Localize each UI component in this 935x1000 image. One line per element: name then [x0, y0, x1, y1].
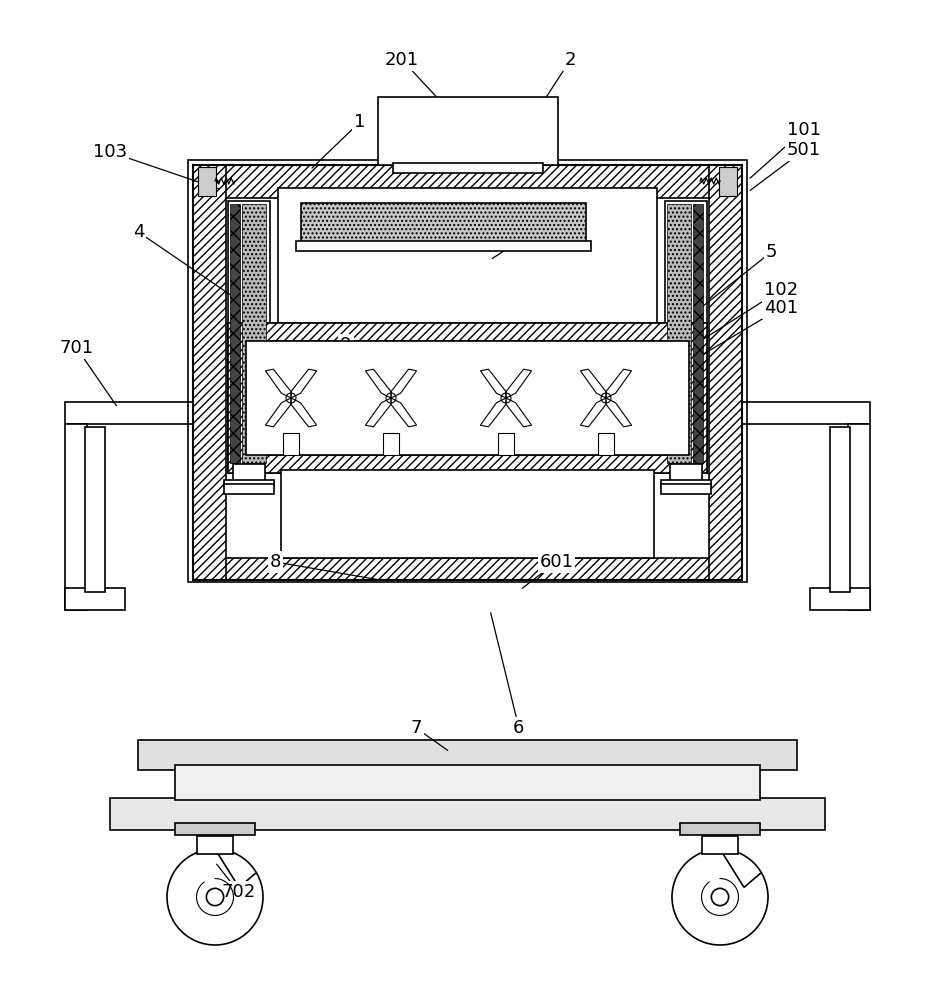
Bar — [393, 163, 543, 173]
Text: 201: 201 — [385, 51, 419, 69]
Bar — [188, 160, 747, 582]
Bar — [138, 740, 797, 770]
Bar — [65, 424, 87, 610]
Bar — [719, 167, 737, 196]
Text: 103: 103 — [94, 143, 127, 161]
Bar — [742, 402, 870, 424]
Bar — [228, 201, 270, 466]
Bar — [278, 188, 657, 408]
Bar — [301, 203, 586, 243]
Bar — [175, 823, 255, 835]
Bar — [810, 588, 870, 610]
Bar — [65, 588, 125, 610]
Bar — [281, 470, 654, 558]
Bar — [193, 558, 742, 580]
Bar — [665, 201, 707, 466]
Bar — [193, 165, 226, 580]
Text: 2: 2 — [565, 51, 576, 69]
Bar — [830, 427, 850, 592]
Bar — [242, 204, 266, 463]
Bar — [680, 823, 760, 835]
Text: 6: 6 — [513, 719, 525, 737]
Bar — [661, 484, 711, 494]
Bar — [702, 836, 738, 854]
Bar — [378, 97, 558, 165]
Bar — [110, 798, 825, 830]
Text: 5: 5 — [766, 243, 777, 261]
Text: 7: 7 — [410, 719, 422, 737]
Bar — [230, 204, 240, 463]
Text: 9: 9 — [340, 336, 352, 354]
Bar — [670, 464, 702, 482]
Text: 501: 501 — [787, 141, 821, 159]
Bar — [296, 241, 591, 251]
Text: 8: 8 — [270, 553, 281, 571]
Bar — [228, 323, 246, 473]
Bar — [228, 323, 707, 473]
Bar — [667, 204, 691, 463]
Bar — [226, 198, 709, 558]
Bar — [65, 402, 193, 424]
Bar — [224, 480, 274, 486]
Text: 1: 1 — [354, 113, 366, 131]
Bar — [498, 433, 514, 455]
Text: 4: 4 — [133, 223, 144, 241]
Bar — [228, 455, 707, 473]
Text: 401: 401 — [764, 299, 798, 317]
Bar — [228, 323, 707, 341]
Bar — [175, 765, 760, 800]
Bar — [198, 167, 216, 196]
Bar — [193, 165, 742, 198]
Bar — [224, 484, 274, 494]
Bar — [848, 424, 870, 610]
Bar — [689, 323, 707, 473]
Text: 702: 702 — [222, 883, 255, 901]
Bar — [85, 427, 105, 592]
Bar — [283, 433, 299, 455]
Bar — [661, 480, 711, 486]
Bar — [709, 165, 742, 580]
Bar — [383, 433, 399, 455]
Text: 701: 701 — [60, 339, 94, 357]
Bar — [233, 464, 265, 482]
Text: 3: 3 — [527, 223, 539, 241]
Bar — [598, 433, 614, 455]
Text: 102: 102 — [764, 281, 798, 299]
Text: 601: 601 — [539, 553, 573, 571]
Bar — [246, 341, 689, 455]
Bar — [693, 204, 703, 463]
Bar — [197, 836, 233, 854]
Text: 101: 101 — [787, 121, 821, 139]
Bar — [193, 165, 742, 580]
